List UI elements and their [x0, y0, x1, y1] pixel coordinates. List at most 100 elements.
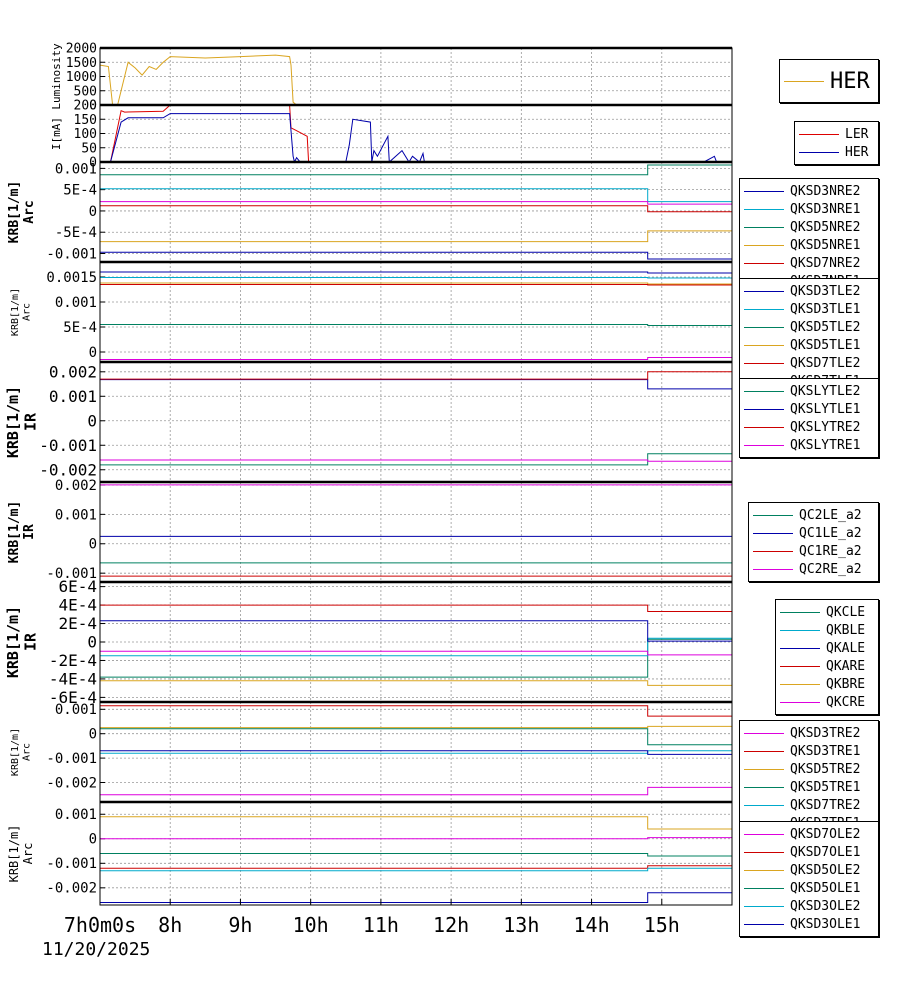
legend-label: QKSD3TLE2 — [790, 283, 861, 299]
legend-item: QC2RE_a2 — [753, 560, 872, 578]
legend-krb-ir-slyt: QKSLYTLE2 QKSLYTLE1 QKSLYTRE2 QKSLYTRE1 — [739, 378, 879, 458]
legend-swatch — [799, 151, 839, 153]
legend-swatch — [744, 344, 784, 346]
legend-item: QKARE — [780, 657, 872, 675]
x-tick-label: 13h — [503, 913, 539, 937]
panel-krb-arc-ner: -0.001 -5E-4 0 5E-4 0.001 KRB[1/m]Arc — [7, 160, 733, 263]
series-line-QKSD5TRE2 — [100, 725, 732, 729]
legend-swatch — [780, 647, 820, 649]
legend-swatch — [744, 326, 784, 328]
legend-swatch — [753, 532, 793, 534]
y-tick-label: -5E-4 — [55, 225, 97, 241]
legend-item: HER — [784, 63, 872, 99]
legend-label: QKSD5NRE2 — [790, 219, 861, 235]
y-axis-label-line: Arc — [22, 303, 33, 321]
series-line-QKBLE — [100, 637, 732, 657]
legend-swatch — [753, 568, 793, 570]
y-tick-label: 0.002 — [55, 478, 97, 494]
series-line-QKSLYTLE2 — [100, 453, 732, 466]
legend-item: QKALE — [780, 639, 872, 657]
legend-swatch — [744, 226, 784, 228]
series-line-QKSD5NRE2 — [100, 164, 732, 176]
legend-item: HER — [799, 143, 872, 161]
legend-label: QKSD5OLE1 — [790, 880, 861, 896]
legend-luminosity: HER — [779, 59, 879, 103]
y-axis-label-line: I[mA] — [50, 117, 63, 150]
legend-krb-ir-qc: QC2LE_a2 QC1LE_a2 QC1RE_a2 QC2RE_a2 — [748, 502, 879, 582]
legend-swatch — [744, 833, 784, 835]
y-tick-label: 0.001 — [49, 387, 97, 406]
y-axis-label-line: Arc — [22, 743, 33, 761]
y-tick-label: 2E-4 — [58, 614, 97, 633]
y-axis-label-line: KRB[1/m] — [10, 728, 21, 776]
legend-item: QKSLYTRE2 — [744, 418, 872, 436]
legend-item: QC2LE_a2 — [753, 506, 872, 524]
legend-label: QKSD3NRE1 — [790, 201, 861, 217]
y-tick-label: -6E-4 — [49, 688, 97, 707]
legend-swatch — [780, 665, 820, 667]
y-tick-label: -2E-4 — [49, 651, 97, 670]
legend-swatch — [780, 701, 820, 703]
legend-label: QKSD5TRE2 — [790, 761, 861, 777]
y-tick-label: 100 — [74, 127, 97, 142]
y-axis-label-line: KRB[1/m] — [7, 825, 21, 883]
legend-swatch — [744, 426, 784, 428]
legend-label: QKSLYTLE1 — [790, 401, 861, 417]
y-tick-label: 0 — [89, 204, 97, 220]
series-line-QKBRE — [100, 680, 732, 686]
y-tick-label: 4E-4 — [58, 596, 97, 615]
y-tick-label: 0.001 — [55, 161, 97, 177]
series-line-QKSD3NRE1 — [100, 188, 732, 203]
y-tick-label: -4E-4 — [49, 670, 97, 689]
legend-label: QKSD7TRE2 — [790, 797, 861, 813]
y-tick-label: -0.002 — [39, 460, 97, 479]
legend-swatch — [744, 244, 784, 246]
legend-swatch — [744, 308, 784, 310]
legend-krb-arc-tle: QKSD3TLE2 QKSD3TLE1 QKSD5TLE2 QKSD5TLE1 QKSD… — [739, 278, 879, 394]
legend-swatch — [780, 611, 820, 613]
legend-item: QKSD7OLE1 — [744, 843, 872, 861]
y-tick-label: -0.001 — [39, 436, 97, 455]
y-tick-label: 0.001 — [55, 702, 97, 718]
y-axis-label: KRB[1/m]Arc — [7, 181, 37, 244]
legend-label: QKSD5NRE1 — [790, 237, 861, 253]
legend-label: QKBLE — [826, 622, 866, 638]
y-axis-label-line: KRB[1/m] — [4, 606, 22, 678]
legend-swatch — [744, 851, 784, 853]
legend-item: QKSD7TRE2 — [744, 796, 872, 814]
legend-swatch — [753, 550, 793, 552]
legend-swatch — [744, 290, 784, 292]
legend-item: QKSLYTRE1 — [744, 436, 872, 454]
series-line-QKSD5OLE1 — [100, 853, 732, 857]
y-axis-label-line: KRB[1/m] — [10, 288, 21, 336]
legend-item: QC1RE_a2 — [753, 542, 872, 560]
series-line-QKSD7OLE1 — [100, 865, 732, 869]
y-tick-label: 1000 — [66, 70, 97, 85]
legend-item: QKSD7NRE2 — [744, 254, 872, 272]
y-tick-label: 0.0015 — [46, 270, 97, 286]
y-axis-label: KRB[1/m]IR — [4, 386, 39, 458]
legend-swatch — [744, 190, 784, 192]
y-axis-label: KRB[1/m]IR — [4, 606, 39, 678]
y-tick-label: -0.002 — [46, 881, 97, 897]
legend-swatch — [744, 362, 784, 364]
legend-label: QKSD7NRE2 — [790, 255, 861, 271]
legend-label: QKSD5TRE1 — [790, 779, 861, 795]
legend-item: QKSD5TLE2 — [744, 318, 872, 336]
y-axis-label: KRB[1/m]IR — [7, 501, 37, 564]
y-axis-label: I[mA] — [50, 117, 63, 150]
legend-swatch — [780, 629, 820, 631]
y-tick-label: 0 — [89, 727, 97, 743]
y-axis-label-line: IR — [21, 632, 39, 651]
legend-label: QKSD3OLE2 — [790, 898, 861, 914]
y-tick-label: 5E-4 — [63, 320, 97, 336]
legend-krb-ir-k: QKCLE QKBLE QKALE QKARE QKBRE QKCRE — [775, 599, 879, 715]
y-tick-label: 5E-4 — [63, 183, 97, 199]
legend-swatch — [744, 732, 784, 734]
y-tick-label: 0 — [87, 411, 97, 430]
y-tick-label: 500 — [74, 84, 97, 99]
legend-label: QKSD5TLE1 — [790, 337, 861, 353]
legend-swatch — [744, 390, 784, 392]
